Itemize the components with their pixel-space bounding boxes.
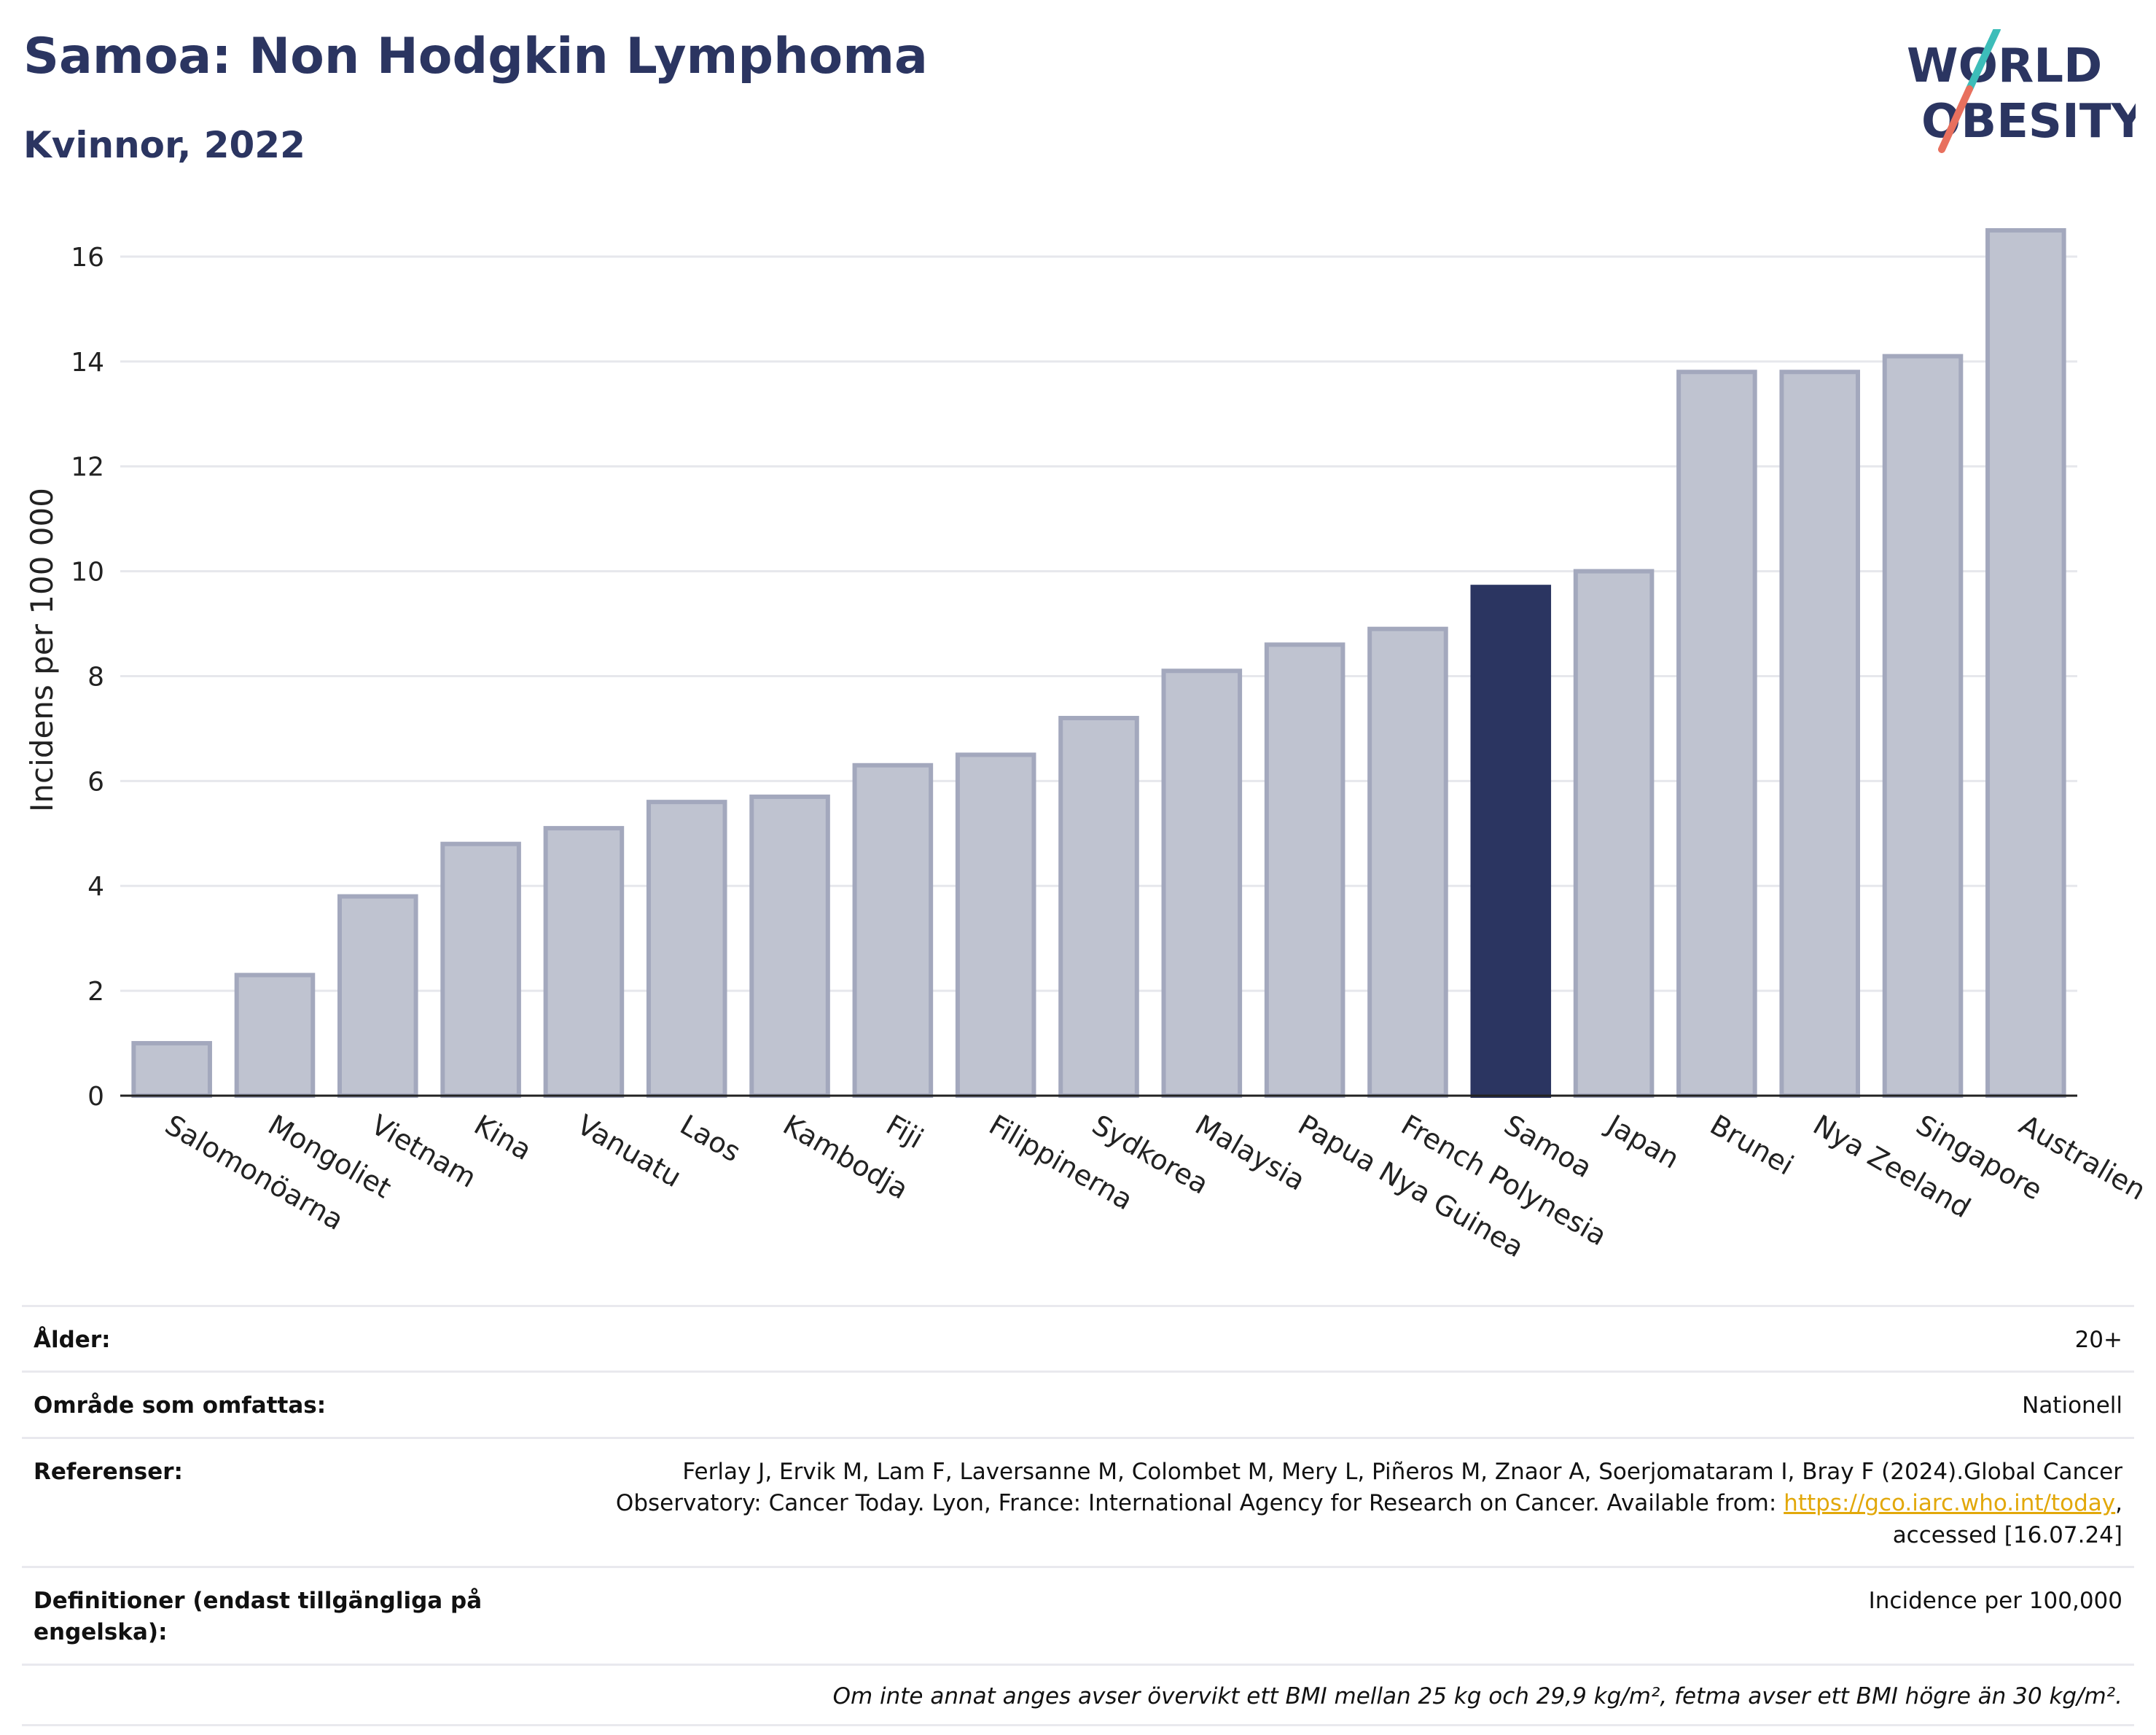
info-row-age: Ålder: 20+ (22, 1305, 2134, 1371)
definitions-value: Incidence per 100,000 (1868, 1587, 2122, 1614)
page-title: Samoa: Non Hodgkin Lymphoma (23, 28, 928, 85)
y-tick-label: 14 (71, 348, 104, 378)
y-tick-label: 16 (71, 243, 104, 273)
logo-line1: WORLD (1907, 39, 2102, 93)
y-tick-label: 10 (71, 558, 104, 588)
bar-vietnam (337, 894, 418, 1098)
bar-fiji (852, 763, 934, 1098)
bar-singapore (1882, 354, 1964, 1099)
age-label: Ålder: (34, 1327, 111, 1353)
y-tick-label: 8 (87, 662, 104, 692)
bar-salomonöarna (131, 1041, 212, 1099)
y-tick-label: 4 (87, 872, 104, 902)
x-tick-label: Fiji (880, 1109, 929, 1155)
bmi-note: Om inte annat anges avser övervikt ett B… (832, 1683, 2122, 1709)
bar-samoa (1470, 585, 1552, 1098)
y-tick-label: 6 (87, 767, 104, 797)
bar-papua-nya-guinea (1264, 642, 1345, 1098)
bar-mongoliet (234, 972, 316, 1098)
area-value: Nationell (2022, 1392, 2122, 1419)
logo-slash-bottom (1938, 85, 1973, 153)
y-tick-label: 0 (87, 1082, 104, 1112)
y-axis-title: Incidens per 100 000 (24, 488, 60, 812)
x-tick-label: Kina (469, 1109, 537, 1167)
bar-filippinerna (955, 752, 1036, 1098)
definitions-label: Definitioner (endast tillgängliga på eng… (34, 1587, 483, 1646)
x-tick-label: Salomonöarna (160, 1109, 349, 1236)
references-value: Ferlay J, Ervik M, Lam F, Laversanne M, … (616, 1457, 2122, 1551)
world-obesity-logo: WORLD OBESITY (1907, 29, 2136, 153)
bar-brunei (1676, 370, 1757, 1098)
info-row-definitions: Definitioner (endast tillgängliga på eng… (22, 1565, 2134, 1664)
info-row-references: Referenser: Ferlay J, Ervik M, Lam F, La… (22, 1436, 2134, 1566)
references-text-3: , (2115, 1490, 2122, 1517)
bar-vanuatu (543, 826, 625, 1098)
bar-australien (1985, 227, 2066, 1099)
x-tick-label: Malaysia (1190, 1109, 1311, 1197)
bar-kina (440, 841, 521, 1099)
age-value: 20+ (2074, 1327, 2122, 1353)
bar-laos (646, 800, 727, 1098)
info-table: Ålder: 20+ Område som omfattas: Nationel… (22, 1305, 2134, 1726)
y-tick-label: 2 (87, 977, 104, 1007)
x-tick-label: Laos (675, 1109, 746, 1169)
references-text-2: Observatory: Cancer Today. Lyon, France:… (615, 1490, 1784, 1517)
bar-kambodja (749, 794, 830, 1098)
page-subtitle: Kvinnor, 2022 (23, 124, 305, 166)
references-link[interactable]: https://gco.iarc.who.int/today (1784, 1490, 2116, 1517)
references-text-4: accessed [16.07.24] (1892, 1521, 2122, 1548)
info-row-area: Område som omfattas: Nationell (22, 1371, 2134, 1436)
x-tick-label: Vanuatu (571, 1109, 687, 1193)
y-axis-ticks: 0 2 4 6 8 10 12 14 16 (71, 243, 104, 1112)
bar-french-polynesia (1367, 626, 1448, 1098)
bar-japan (1573, 569, 1655, 1098)
info-row-note: Om inte annat anges avser övervikt ett B… (22, 1663, 2134, 1726)
logo-slash-top (1966, 29, 2001, 93)
area-label: Område som omfattas: (34, 1392, 327, 1419)
y-tick-label: 12 (71, 453, 104, 483)
x-tick-label: Brunei (1705, 1109, 1799, 1182)
bar-malaysia (1161, 668, 1243, 1098)
chart-bars (131, 227, 2066, 1099)
x-tick-label: Japan (1601, 1108, 1685, 1175)
bar-sydkorea (1058, 716, 1139, 1098)
references-text-1: Ferlay J, Ervik M, Lam F, Laversanne M, … (682, 1458, 2122, 1485)
bar-nya-zeeland (1779, 370, 1860, 1098)
references-label: Referenser: (34, 1458, 183, 1485)
